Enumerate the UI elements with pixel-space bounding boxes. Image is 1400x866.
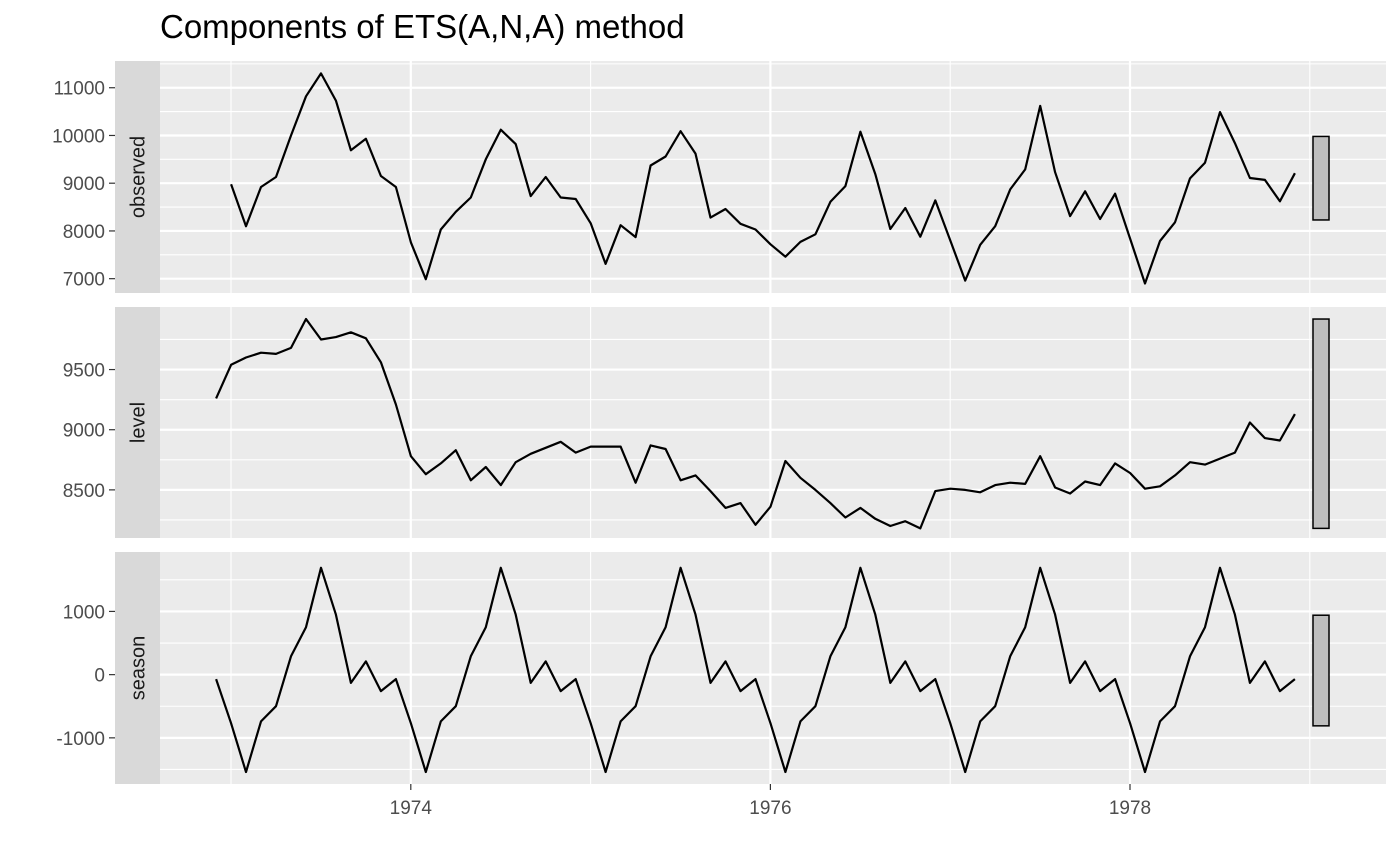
facet-label: season — [128, 636, 150, 701]
y-tick-label: 1000 — [63, 602, 105, 623]
scale-bar — [1312, 318, 1330, 530]
x-tick-label: 1974 — [390, 798, 433, 819]
facet-observed: observed 7000 8000 9000 10000 11000 — [52, 61, 1386, 293]
y-tick-label: -1000 — [56, 729, 105, 750]
facet-label: level — [128, 402, 150, 443]
y-tick-label: 7000 — [63, 270, 105, 291]
y-tick-label: 9500 — [63, 361, 105, 382]
series-line-observed — [230, 72, 1296, 285]
facet-strip — [115, 307, 160, 538]
y-tick-label: 10000 — [52, 126, 105, 147]
facet-season: season -1000 0 1000 — [56, 552, 1386, 784]
scale-bar — [1312, 614, 1330, 727]
panel-background — [160, 552, 1386, 784]
y-tick-label: 0 — [94, 666, 105, 687]
y-tick-label: 11000 — [54, 79, 105, 100]
chart-title: Components of ETS(A,N,A) method — [160, 8, 685, 45]
series-line-season — [215, 566, 1296, 774]
y-tick-label: 9000 — [63, 421, 105, 442]
series-line-level — [215, 317, 1296, 530]
y-tick-label: 8500 — [63, 481, 105, 502]
y-tick-label: 9000 — [63, 174, 105, 195]
x-tick-label: 1978 — [1109, 798, 1151, 819]
x-tick-label: 1976 — [749, 798, 791, 819]
panel-background — [160, 61, 1386, 293]
facet-label: observed — [128, 136, 150, 218]
panel-background — [160, 307, 1386, 538]
facet-strip — [115, 61, 160, 293]
facet-level: level 8500 9000 9500 — [63, 307, 1386, 538]
scale-bar — [1312, 135, 1330, 221]
facet-strip — [115, 552, 160, 784]
y-tick-label: 8000 — [63, 222, 105, 243]
